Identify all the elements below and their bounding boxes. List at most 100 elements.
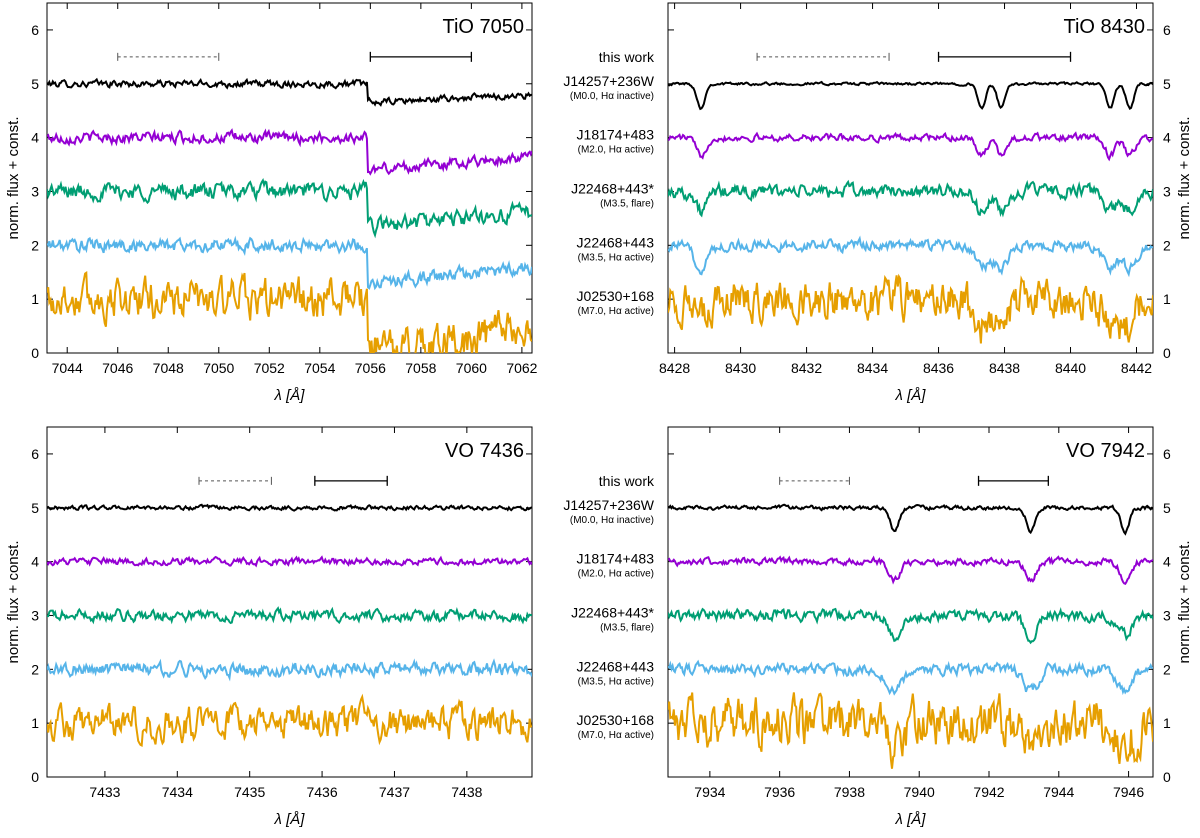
y-tick-label: 4 [31,130,39,146]
x-tick-label: 7052 [254,360,285,376]
star-info-label: (M2.0, Hα active) [578,569,654,580]
panel-title: VO 7436 [445,440,524,462]
spectrum-line [668,692,1153,769]
y-tick-label: 6 [31,22,39,38]
y-tick-label: 3 [31,183,39,199]
x-tick-label: 7044 [52,360,83,376]
y-tick-label: 2 [1163,237,1171,253]
x-axis-label: λ [Å] [895,387,927,404]
star-info-label: (M7.0, Hα active) [578,306,654,317]
star-info-label: (M3.5, Hα active) [578,676,654,687]
star-name-label: J02530+168 [577,712,655,728]
y-tick-label: 5 [31,76,39,92]
star-name-label: J18174+483 [577,551,655,567]
x-tick-label: 7048 [153,360,184,376]
spectrum-line [668,273,1153,344]
x-tick-label: 7438 [451,784,482,800]
x-tick-label: 7938 [834,784,865,800]
spectrum-line [47,177,532,239]
spectrum-line [668,235,1153,278]
y-tick-label: 4 [1163,554,1171,570]
x-axis-label: λ [Å] [274,811,306,828]
y-tick-label: 4 [31,554,39,570]
y-tick-label: 2 [31,661,39,677]
y-tick-label: 3 [1163,607,1171,623]
y-tick-label: 4 [1163,130,1171,146]
x-tick-label: 7435 [234,784,265,800]
y-tick-label: 6 [1163,446,1171,462]
x-tick-label: 7942 [973,784,1004,800]
panel-title: TiO 8430 [1063,16,1145,38]
star-name-label: J22468+443 [577,234,655,250]
panel-0: 7044 7046 7048 7050 7052 7054 7056 7058 7060 7062… [5,2,538,404]
x-tick-label: 7054 [304,360,335,376]
y-axis-label: norm. flux + const. [5,541,22,664]
spectrum-line [668,607,1153,645]
y-tick-label: 0 [31,345,39,361]
x-tick-label: 8428 [659,360,690,376]
y-tick-label: 1 [31,291,39,307]
x-tick-label: 7433 [89,784,120,800]
x-axis-label: λ [Å] [895,811,927,828]
y-tick-label: 2 [1163,661,1171,677]
x-tick-label: 8442 [1121,360,1152,376]
panel-3: 7934 7936 7938 7940 7942 7944 7946 0 1 2 3 4 5 6 λ [Å]… [667,426,1193,828]
this-work-label: this work [599,473,655,489]
star-name-label: J14257+236W [563,497,654,513]
star-name-label: J02530+168 [577,288,655,304]
y-tick-label: 3 [31,607,39,623]
x-tick-label: 8440 [1055,360,1086,376]
y-tick-label: 3 [1163,183,1171,199]
x-tick-label: 8436 [923,360,954,376]
spectrum-line [47,503,532,512]
spectrum-line [47,77,532,107]
x-tick-label: 7936 [764,784,795,800]
spectrum-line [668,659,1153,696]
spectrum-line [47,128,532,176]
x-tick-label: 7056 [355,360,386,376]
y-tick-label: 0 [1163,769,1171,785]
spectrum-line [47,693,532,748]
x-tick-label: 7046 [102,360,133,376]
y-tick-label: 1 [1163,291,1171,307]
y-tick-label: 2 [31,237,39,253]
star-name-label: J22468+443 [577,658,655,674]
spectrum-line [47,658,532,682]
plot-frame [667,426,1154,778]
x-tick-label: 7062 [506,360,537,376]
star-info-label: (M0.0, Hα inactive) [570,515,654,526]
spectrum-line [47,270,532,353]
x-tick-label: 8432 [791,360,822,376]
x-tick-label: 7434 [162,784,193,800]
y-tick-label: 6 [1163,22,1171,38]
x-tick-label: 7050 [203,360,234,376]
spectrum-line [47,235,532,291]
star-name-label: J22468+443* [571,180,654,196]
x-tick-label: 8434 [857,360,888,376]
y-tick-label: 1 [1163,715,1171,731]
spectrum-line [668,555,1153,586]
panel-2: 7433 7434 7435 7436 7437 7438 0 1 2 3 4 5 6 λ [Å] norm… [5,426,533,828]
y-tick-label: 5 [31,500,39,516]
y-tick-label: 0 [31,769,39,785]
x-tick-label: 7437 [379,784,410,800]
x-tick-label: 8438 [989,360,1020,376]
star-labels-row-bottom: this work J14257+236W (M0.0, Hα inactive) J… [563,473,655,741]
star-info-label: (M3.5, flare) [600,198,654,209]
panel-title: TiO 7050 [442,16,524,38]
x-tick-label: 7946 [1113,784,1144,800]
plot-frame [667,2,1154,354]
x-tick-label: 7940 [904,784,935,800]
x-tick-label: 7058 [405,360,436,376]
panel-1: 8428 8430 8432 8434 8436 8438 8440 8442 0 1 2 3 4 5 6 λ… [659,2,1193,404]
y-tick-label: 5 [1163,76,1171,92]
spectrum-line [47,606,532,625]
this-work-label: this work [599,49,655,65]
star-labels-row-top: this work J14257+236W (M0.0, Hα inactive) J… [563,49,655,317]
spectrum-line [668,80,1153,111]
star-info-label: (M3.5, Hα active) [578,252,654,263]
y-tick-label: 5 [1163,500,1171,516]
x-tick-label: 7934 [694,784,725,800]
y-tick-label: 0 [1163,345,1171,361]
